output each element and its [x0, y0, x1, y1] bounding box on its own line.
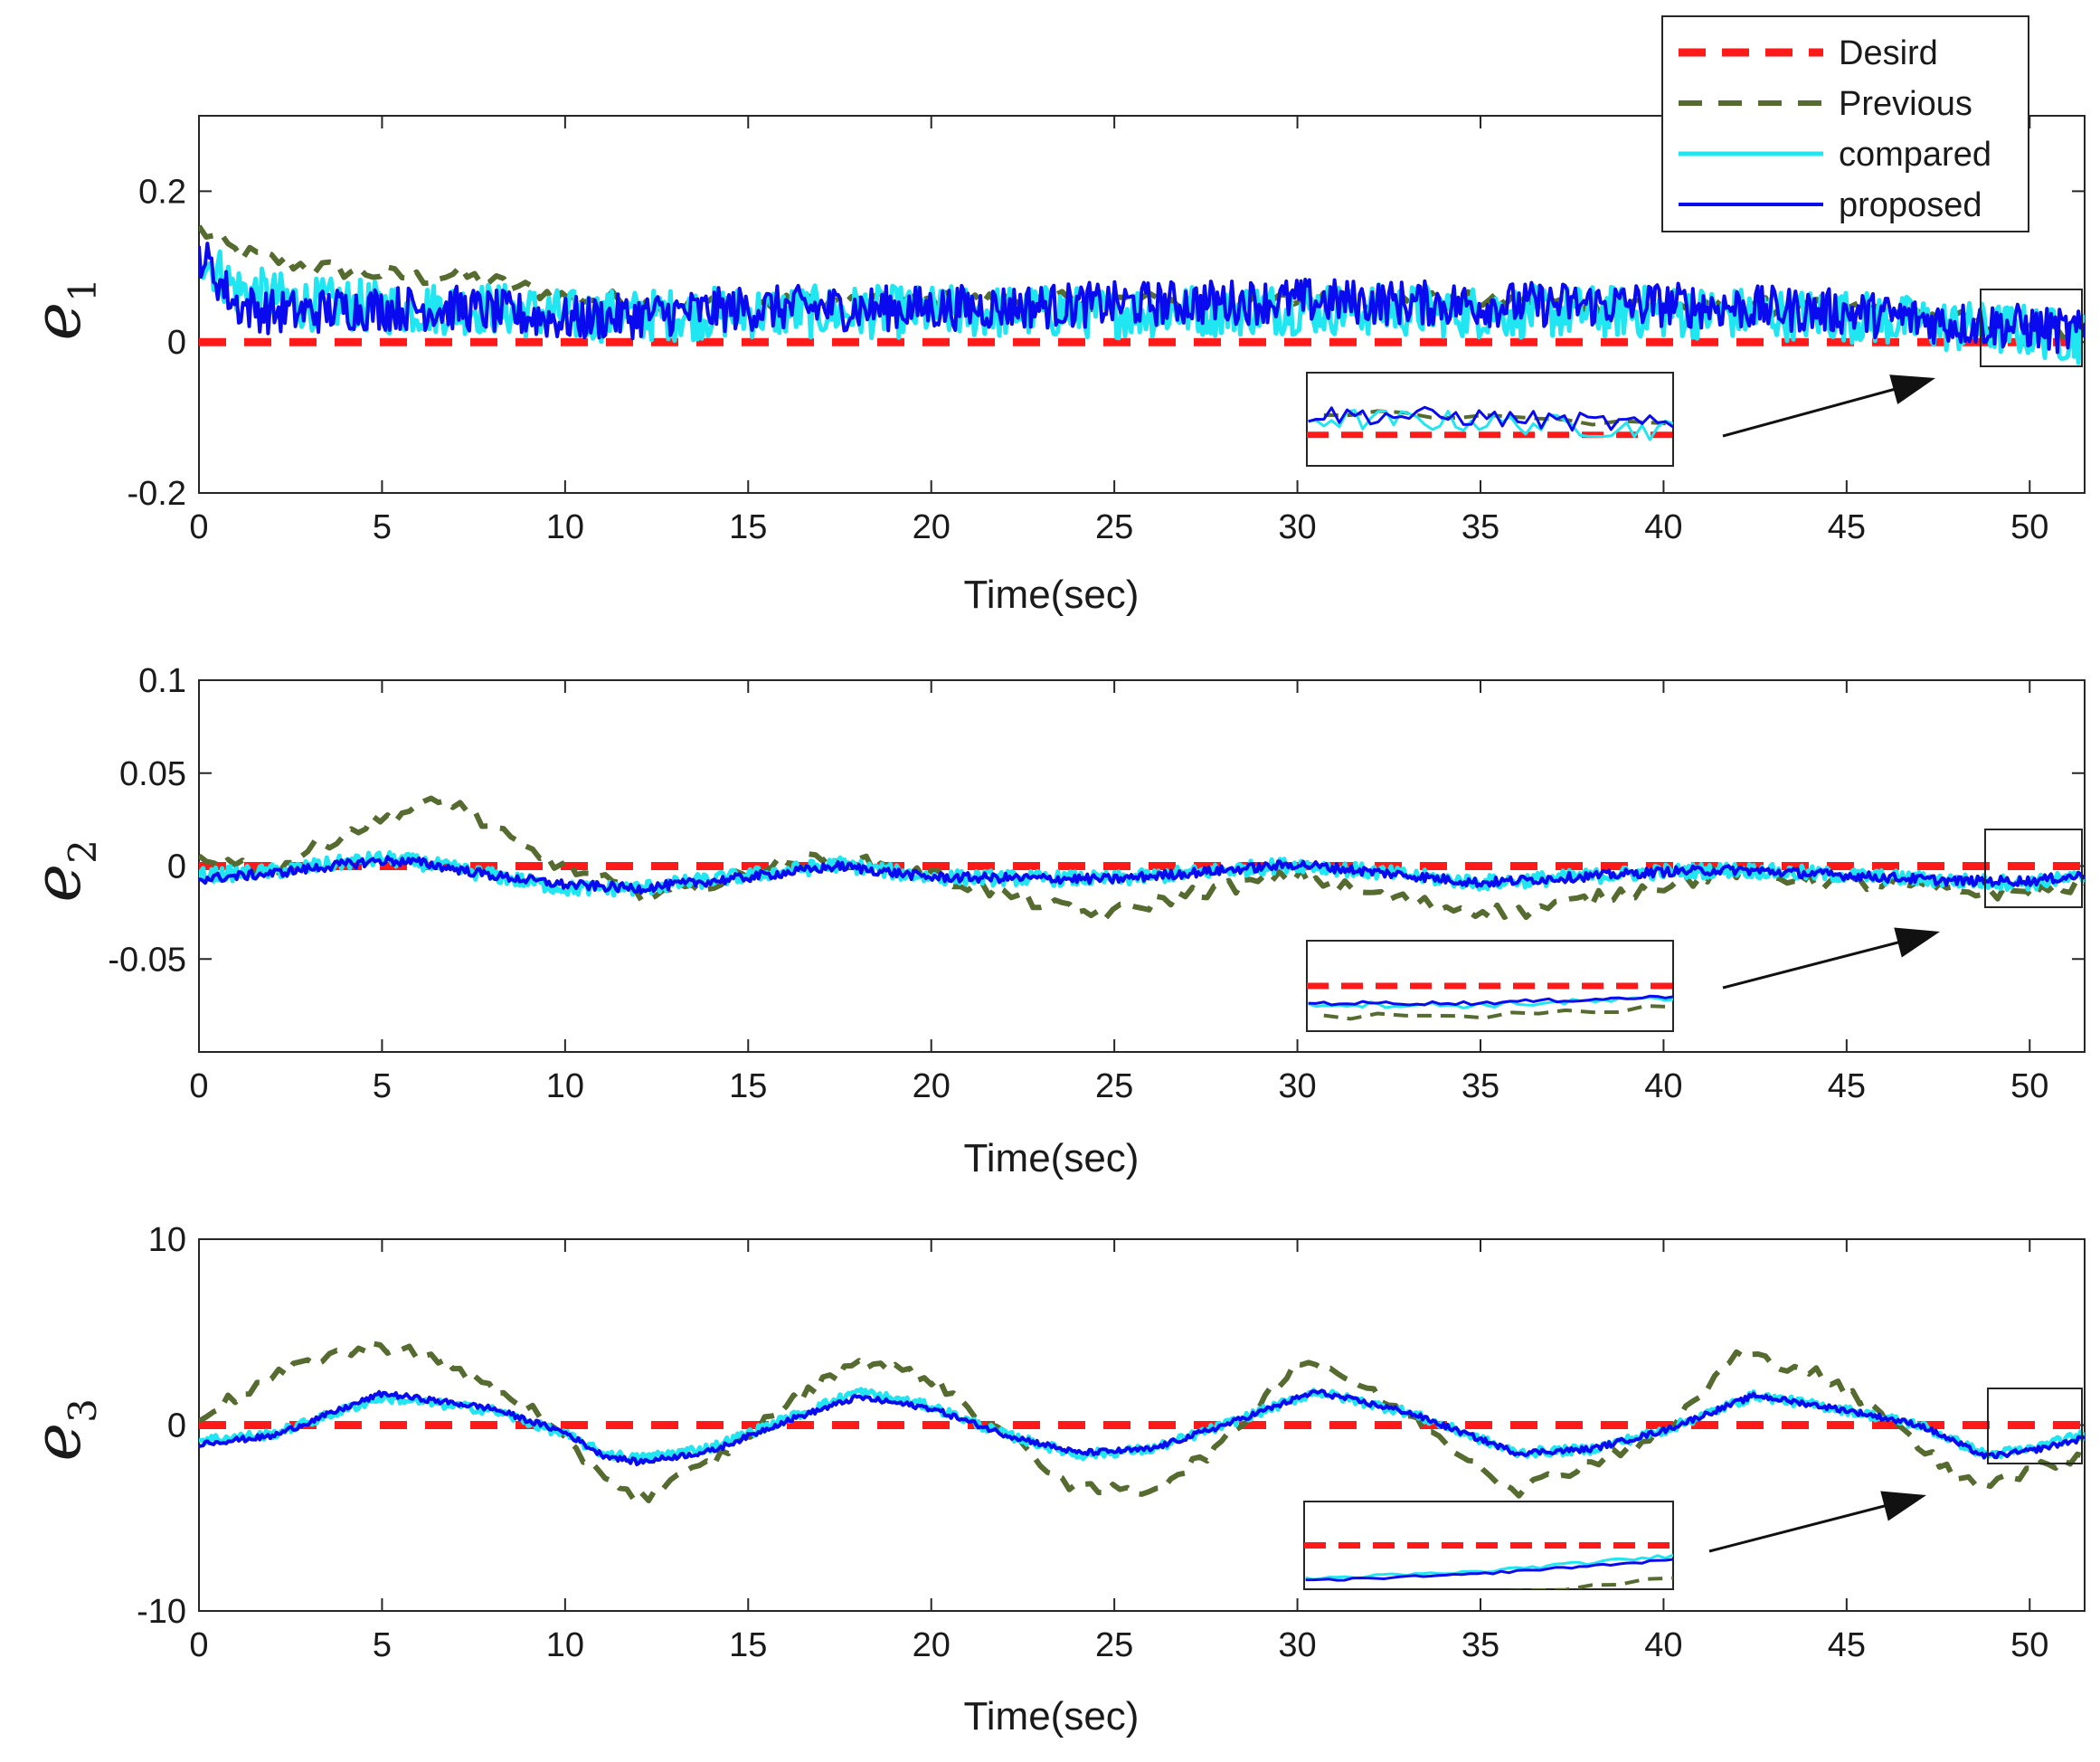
y-axis-label-subscript: 2 [61, 839, 105, 864]
y-tick-label: -0.2 [128, 475, 186, 513]
x-tick-label: 50 [2010, 1067, 2048, 1105]
x-tick-label: 15 [729, 1626, 767, 1664]
zoom-region-box [1984, 829, 2083, 908]
zoom-inset-series [1304, 1542, 1673, 1589]
y-axis-label-subscript: 3 [61, 1398, 105, 1423]
y-tick-label: 0.1 [138, 662, 186, 700]
zoom-arrow-head [1894, 927, 1940, 958]
x-tick-label: 40 [1644, 508, 1682, 546]
x-tick-label: 0 [189, 1067, 208, 1105]
x-tick-label: 15 [729, 1067, 767, 1105]
x-tick-label: 15 [729, 508, 767, 546]
zoom-inset-line-previous [1509, 1576, 1673, 1589]
y-tick-label: 0 [167, 324, 186, 362]
x-axis-label: Time(sec) [964, 573, 1140, 617]
series-line-previous [199, 1340, 2085, 1503]
x-tick-label: 35 [1461, 1067, 1499, 1105]
y-axis-label-symbol: e [19, 864, 95, 903]
x-tick-label: 5 [373, 1626, 392, 1664]
x-tick-label: 10 [546, 1067, 584, 1105]
x-tick-label: 40 [1644, 1067, 1682, 1105]
zoom-inset [1303, 1501, 1674, 1590]
zoom-arrow-shaft [1722, 937, 1915, 990]
series-line-proposed [199, 1388, 2085, 1466]
x-tick-label: 0 [189, 1626, 208, 1664]
zoom-inset [1306, 372, 1674, 467]
y-axis-label-symbol: e [19, 1423, 95, 1462]
x-tick-label: 10 [546, 508, 584, 546]
x-tick-label: 45 [1828, 1067, 1866, 1105]
zoom-inset-line-proposed [1308, 994, 1673, 1007]
panel-e1: 0 5 10 15 20 25 30 35 40 45 50-0.200.2Time(sec)e1D… [19, 15, 2086, 617]
zoom-inset [1306, 940, 1674, 1032]
x-tick-label: 40 [1644, 1626, 1682, 1664]
x-tick-label: 20 [913, 508, 951, 546]
axes-box [198, 115, 2086, 494]
x-tick-label: 30 [1278, 1626, 1316, 1664]
x-tick-label: 35 [1461, 1626, 1499, 1664]
y-axis-label-subscript: 1 [61, 278, 105, 302]
legend-label-desired: Desird [1839, 34, 1938, 72]
x-tick-label: 25 [1095, 1626, 1133, 1664]
y-tick-label: 0 [167, 1407, 186, 1445]
zoom-inset-line-proposed [1308, 405, 1673, 432]
x-tick-label: 25 [1095, 1067, 1133, 1105]
x-tick-label: 10 [546, 1626, 584, 1664]
x-tick-label: 45 [1828, 508, 1866, 546]
zoom-arrow-head [1889, 374, 1935, 405]
series-line-proposed [199, 242, 2085, 355]
y-tick-label: 0.2 [138, 173, 186, 211]
zoom-inset-series [1307, 405, 1673, 441]
y-tick-label: -0.05 [108, 941, 186, 979]
y-tick-label: -10 [137, 1593, 186, 1631]
x-tick-label: 50 [2010, 1626, 2048, 1664]
y-tick-label: 0.05 [119, 755, 186, 793]
x-tick-label: 30 [1278, 1067, 1316, 1105]
legend-label-previous: Previous [1839, 85, 1972, 123]
y-axis-label: e3 [19, 1398, 105, 1461]
legend-label-compared: compared [1839, 136, 1991, 174]
x-tick-label: 5 [373, 1067, 392, 1105]
series-group [199, 795, 2085, 922]
zoom-region-box [1987, 1388, 2083, 1464]
x-tick-label: 45 [1828, 1626, 1866, 1664]
zoom-arrow-shaft [1708, 1501, 1901, 1553]
x-tick-label: 5 [373, 508, 392, 546]
y-axis-label-symbol: e [19, 302, 95, 341]
y-axis-label: e1 [19, 278, 105, 340]
y-tick-label: 0 [167, 848, 186, 886]
x-axis-label: Time(sec) [964, 1694, 1140, 1738]
zoom-inset-series [1307, 982, 1673, 1021]
x-tick-label: 35 [1461, 508, 1499, 546]
x-tick-label: 20 [913, 1626, 951, 1664]
series-line-proposed [199, 855, 2085, 895]
zoom-arrow-shaft [1722, 384, 1910, 438]
y-axis-label: e2 [19, 839, 105, 902]
panels: 0 5 10 15 20 25 30 35 40 45 50-0.200.2Time(sec)e1D… [19, 15, 2086, 1738]
x-axis-label: Time(sec) [964, 1136, 1140, 1180]
legend-label-proposed: proposed [1839, 186, 1982, 224]
series-group [199, 224, 2085, 365]
legend: Desird Previous compared proposed [1661, 15, 2029, 232]
zoom-arrow-head [1880, 1491, 1926, 1521]
series-group [199, 1340, 2085, 1503]
zoom-inset-line-proposed [1305, 1558, 1673, 1582]
x-tick-label: 30 [1278, 508, 1316, 546]
y-tick-label: 10 [148, 1221, 186, 1259]
x-tick-label: 0 [189, 508, 208, 546]
x-tick-label: 20 [913, 1067, 951, 1105]
x-tick-label: 50 [2010, 508, 2048, 546]
series-line-previous [199, 795, 2085, 922]
zoom-inset-line-previous [1323, 1004, 1673, 1021]
x-tick-label: 25 [1095, 508, 1133, 546]
panel-e2: 0 5 10 15 20 25 30 35 40 45 50 -0.05 0 0.05 0.1 Time(se… [19, 662, 2086, 1180]
zoom-region-box [1980, 289, 2083, 367]
